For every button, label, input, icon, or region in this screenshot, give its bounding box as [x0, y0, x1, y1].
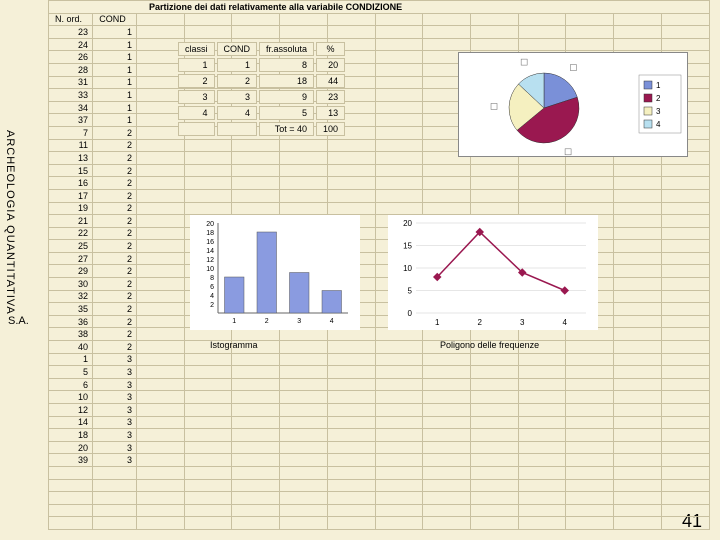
- svg-text:14: 14: [206, 248, 214, 255]
- svg-text:4: 4: [563, 318, 568, 327]
- svg-text:0: 0: [408, 309, 413, 318]
- svg-text:4: 4: [656, 120, 661, 129]
- svg-text:10: 10: [206, 266, 214, 273]
- bar-chart: 20181614121086421234: [190, 215, 360, 330]
- pie-chart: 1 2 3 4: [458, 52, 688, 157]
- svg-text:2: 2: [210, 302, 214, 309]
- svg-text:1: 1: [656, 81, 661, 90]
- svg-text:4: 4: [330, 318, 334, 325]
- svg-text:6: 6: [210, 284, 214, 291]
- svg-text:20: 20: [403, 219, 412, 228]
- svg-text:4: 4: [210, 293, 214, 300]
- line-chart-label: Poligono delle frequenze: [440, 340, 539, 350]
- author-initials: S.A.: [8, 315, 29, 327]
- svg-text:5: 5: [408, 287, 413, 296]
- bar-chart-label: Istogramma: [210, 340, 258, 350]
- svg-text:16: 16: [206, 239, 214, 246]
- vertical-sidebar-label: ARCHEOLOGIA QUANTITATIVA: [4, 130, 16, 315]
- svg-text:1: 1: [435, 318, 440, 327]
- svg-text:18: 18: [206, 230, 214, 237]
- line-chart: 20 15 10 5 0 1 2 3 4: [388, 215, 598, 330]
- svg-text:2: 2: [265, 318, 269, 325]
- svg-text:15: 15: [403, 242, 412, 251]
- svg-text:10: 10: [403, 264, 412, 273]
- svg-text:12: 12: [206, 257, 214, 264]
- svg-text:3: 3: [520, 318, 525, 327]
- svg-text:3: 3: [656, 107, 661, 116]
- svg-text:1: 1: [232, 318, 236, 325]
- svg-text:2: 2: [656, 94, 661, 103]
- svg-text:8: 8: [210, 275, 214, 282]
- svg-text:2: 2: [478, 318, 483, 327]
- frequency-table: classiCONDfr.assoluta%118202218443392344…: [176, 40, 347, 138]
- svg-text:3: 3: [297, 318, 301, 325]
- svg-text:20: 20: [206, 221, 214, 228]
